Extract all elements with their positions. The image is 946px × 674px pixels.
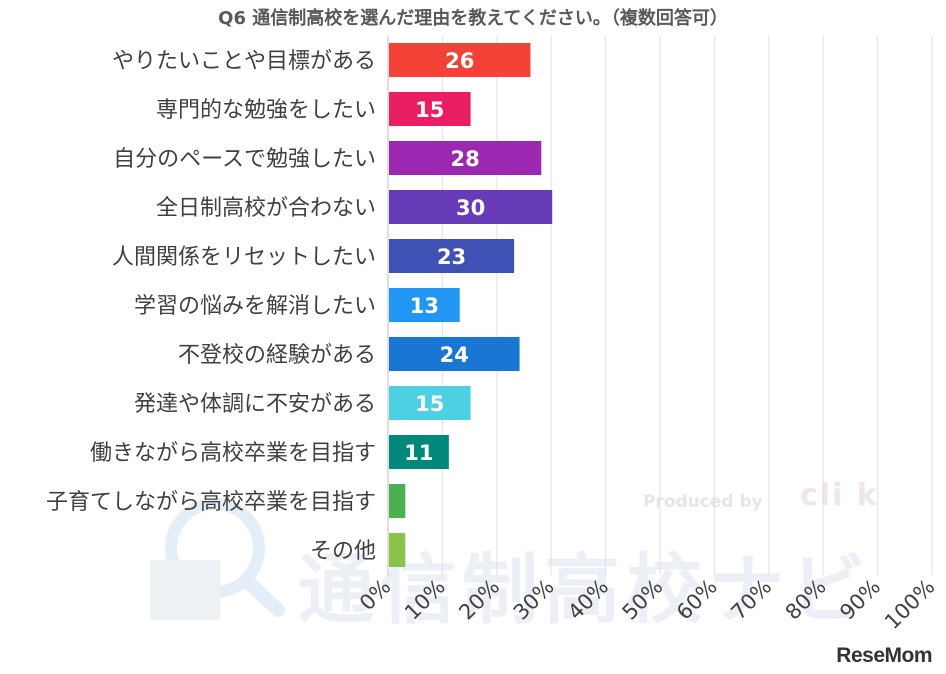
bar [389,288,460,322]
category-label: 全日制高校が合わない [156,196,376,221]
data-label: 11 [404,441,433,465]
category-label: 専門的な勉強をしたい [156,98,376,123]
brand-logo: cli k [800,478,879,513]
x-tick-label: 0% [355,575,396,616]
bar [389,484,406,518]
data-label: 23 [437,245,466,269]
x-tick-label: 90% [835,575,885,625]
bar [389,43,531,77]
x-tick-label: 80% [781,575,831,625]
category-label: 自分のペースで勉強したい [113,147,376,172]
x-tick-label: 60% [672,575,722,625]
chart-title: Q6 通信制高校を選んだ理由を教えてください。（複数回答可） [218,8,728,29]
data-label: 24 [440,343,469,367]
bar [389,239,515,273]
bar [389,386,471,420]
category-label: 学習の悩みを解消したい [134,294,376,319]
category-label: やりたいことや目標がある [112,49,376,74]
resemom-logo: ReseMom [836,644,932,667]
bar [389,190,553,224]
x-tick-label: 30% [509,575,559,625]
category-label: その他 [310,539,376,564]
bar [389,533,406,567]
category-label: 働きながら高校卒業を目指す [90,441,376,466]
x-tick-label: 100% [880,575,939,634]
x-tick-label: 50% [618,575,668,625]
data-label: 30 [456,196,485,220]
magnifier-watermark-icon [150,498,285,620]
data-label: 15 [415,98,444,122]
category-label: 発達や体調に不安がある [134,392,376,417]
bar [389,435,449,469]
x-tick-label: 10% [400,575,450,625]
data-label: 28 [451,147,480,171]
bar [389,141,542,175]
category-label: 子育てしながら高校卒業を目指す [46,490,376,515]
data-label: 26 [445,49,474,73]
x-tick-label: 20% [454,575,504,625]
category-label: 不登校の経験がある [178,343,376,368]
bar [389,92,471,126]
category-label: 人間関係をリセットしたい [112,245,376,270]
bar [389,337,520,371]
data-label: 15 [415,392,444,416]
data-label: 13 [410,294,439,318]
x-tick-label: 70% [726,575,776,625]
x-tick-label: 40% [563,575,613,625]
produced-by-label: Produced by [643,492,763,512]
